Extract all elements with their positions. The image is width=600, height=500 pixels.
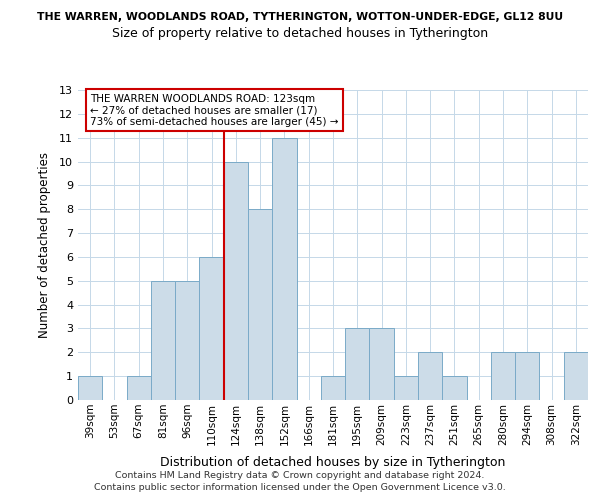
- Y-axis label: Number of detached properties: Number of detached properties: [38, 152, 50, 338]
- Bar: [564, 352, 588, 400]
- Bar: [248, 209, 272, 400]
- Text: THE WARREN, WOODLANDS ROAD, TYTHERINGTON, WOTTON-UNDER-EDGE, GL12 8UU: THE WARREN, WOODLANDS ROAD, TYTHERINGTON…: [37, 12, 563, 22]
- Bar: [272, 138, 296, 400]
- Bar: [418, 352, 442, 400]
- Bar: [175, 281, 199, 400]
- Bar: [199, 257, 224, 400]
- Bar: [491, 352, 515, 400]
- Bar: [394, 376, 418, 400]
- Bar: [127, 376, 151, 400]
- Bar: [224, 162, 248, 400]
- Bar: [151, 281, 175, 400]
- Bar: [345, 328, 370, 400]
- Text: Size of property relative to detached houses in Tytherington: Size of property relative to detached ho…: [112, 28, 488, 40]
- Bar: [442, 376, 467, 400]
- Bar: [78, 376, 102, 400]
- Bar: [370, 328, 394, 400]
- X-axis label: Distribution of detached houses by size in Tytherington: Distribution of detached houses by size …: [160, 456, 506, 469]
- Bar: [515, 352, 539, 400]
- Text: Contains public sector information licensed under the Open Government Licence v3: Contains public sector information licen…: [94, 484, 506, 492]
- Text: Contains HM Land Registry data © Crown copyright and database right 2024.: Contains HM Land Registry data © Crown c…: [115, 471, 485, 480]
- Text: THE WARREN WOODLANDS ROAD: 123sqm
← 27% of detached houses are smaller (17)
73% : THE WARREN WOODLANDS ROAD: 123sqm ← 27% …: [90, 94, 338, 127]
- Bar: [321, 376, 345, 400]
